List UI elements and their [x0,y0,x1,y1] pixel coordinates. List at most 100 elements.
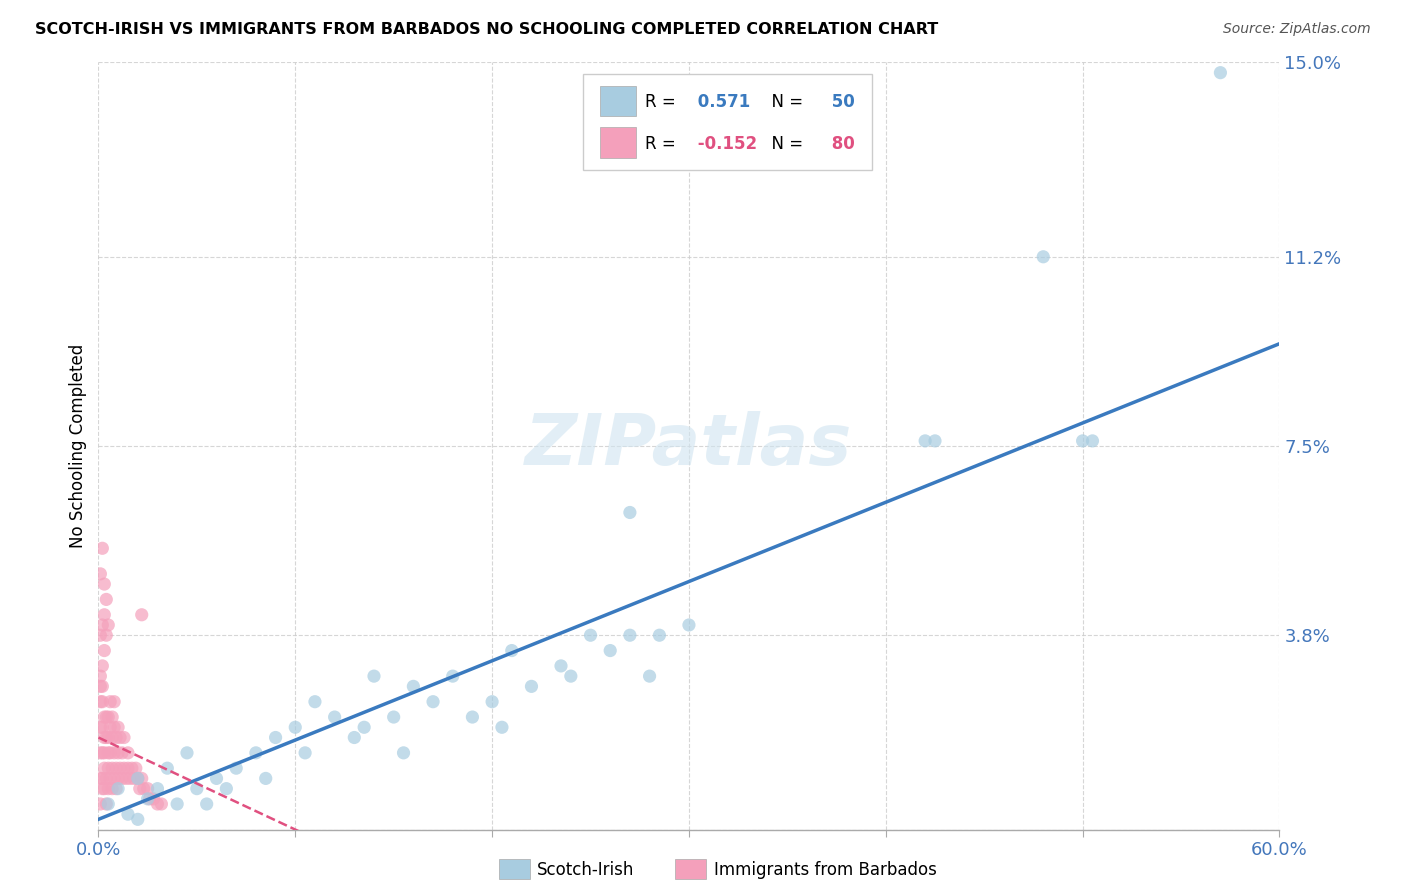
Point [138,792,160,806]
Point [136,781,159,796]
Point [107,746,129,760]
Point [619,628,641,642]
Point [294,746,316,760]
Point [112,731,135,745]
Point [103,746,125,760]
Text: Source: ZipAtlas.com: Source: ZipAtlas.com [1223,22,1371,37]
Point [131,772,153,786]
Point [111,772,134,786]
Point [115,772,138,786]
Point [205,772,228,786]
Point [91,541,114,556]
Point [118,772,141,786]
Point [284,720,307,734]
Point [89,746,111,760]
Point [96,628,118,642]
FancyBboxPatch shape [582,74,872,169]
Point [117,746,139,760]
Text: 50: 50 [825,94,855,112]
FancyBboxPatch shape [600,127,636,158]
Point [101,710,124,724]
Y-axis label: No Schooling Completed: No Schooling Completed [69,344,87,548]
Point [1081,434,1104,448]
Point [93,643,115,657]
Point [96,772,118,786]
Point [108,761,131,775]
Point [93,607,115,622]
Point [101,731,124,745]
Point [96,797,118,811]
Point [117,761,139,775]
Point [491,720,513,734]
Point [97,781,120,796]
Point [97,761,120,775]
Point [117,807,139,822]
Point [382,710,405,724]
Point [93,710,115,724]
Point [461,710,484,724]
Point [107,720,129,734]
Point [353,720,375,734]
Point [304,695,326,709]
Point [914,434,936,448]
Point [638,669,661,683]
Point [101,761,124,775]
Point [402,679,425,693]
Text: N =: N = [761,94,803,112]
Point [363,669,385,683]
Point [392,746,415,760]
Point [128,781,150,796]
Point [96,731,118,745]
Point [131,607,153,622]
Point [91,659,114,673]
Point [150,797,173,811]
Point [132,781,155,796]
Point [1032,250,1054,264]
Point [93,731,115,745]
Point [98,772,121,786]
Text: Scotch-Irish: Scotch-Irish [537,861,634,879]
Point [195,797,218,811]
Point [98,720,121,734]
Point [678,618,700,632]
Point [91,679,114,693]
Point [91,618,114,632]
Point [225,761,247,775]
Point [264,731,287,745]
Point [89,566,111,581]
Point [142,792,165,806]
Point [111,746,134,760]
Point [579,628,602,642]
Point [186,781,208,796]
Point [136,792,159,806]
Point [97,710,120,724]
Point [93,577,115,591]
Point [112,761,135,775]
Point [146,781,169,796]
Text: ZIPatlas: ZIPatlas [526,411,852,481]
Point [323,710,346,724]
Point [98,695,121,709]
Point [107,772,129,786]
Point [96,592,118,607]
Point [107,781,129,796]
Point [121,761,143,775]
Point [101,781,124,796]
Point [97,618,120,632]
Point [146,797,169,811]
Point [127,813,149,827]
Point [176,746,198,760]
Point [441,669,464,683]
Point [91,695,114,709]
Point [103,720,125,734]
Point [245,746,267,760]
Point [122,772,145,786]
Point [127,772,149,786]
Point [89,797,111,811]
Text: R =: R = [645,94,676,112]
Point [1209,65,1232,79]
Point [103,772,125,786]
Point [89,669,111,683]
Text: 80: 80 [825,135,855,153]
Point [105,781,128,796]
